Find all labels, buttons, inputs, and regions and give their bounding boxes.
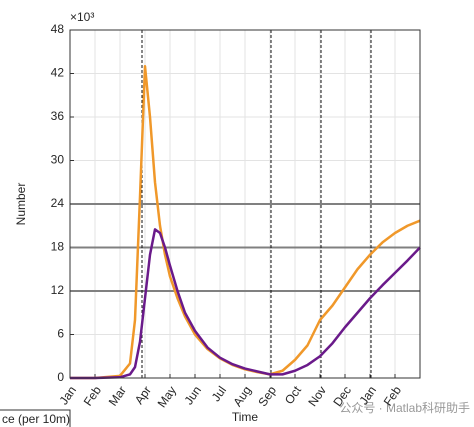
x-tick-label: Jan	[56, 384, 79, 408]
x-tick-label: Nov	[305, 384, 329, 410]
legend-box	[0, 409, 71, 427]
y-tick-label: 42	[51, 66, 65, 80]
y-tick-label: 6	[57, 327, 64, 341]
y-tick-label: 48	[51, 22, 65, 36]
x-tick-label: Jun	[181, 384, 204, 408]
y-axis-label: Number	[14, 183, 28, 226]
legend-text: ce (per 10m)	[2, 412, 70, 426]
x-tick-label: Mar	[106, 384, 129, 409]
x-axis-label: Time	[232, 410, 259, 424]
x-tick-label: Sep	[255, 383, 279, 409]
series-line	[70, 228, 421, 380]
y-tick-label: 0	[57, 370, 64, 384]
y-tick-label: 24	[51, 196, 65, 210]
x-tick-label: Jul	[209, 384, 229, 405]
y-tick-label: 18	[51, 240, 65, 254]
y-tick-label: 30	[51, 153, 65, 167]
watermark: 公众号 · Matlab科研助手	[339, 401, 470, 415]
y-multiplier: ×10³	[70, 10, 94, 24]
x-tick-label: Feb	[81, 383, 105, 408]
y-tick-label: 36	[51, 109, 65, 123]
axes-box	[69, 29, 421, 379]
x-tick-label: Apr	[132, 384, 154, 407]
x-tick-label: May	[155, 384, 179, 411]
x-tick-label: Aug	[230, 384, 254, 410]
x-tick-label: Oct	[282, 383, 305, 407]
y-tick-label: 12	[51, 283, 65, 297]
